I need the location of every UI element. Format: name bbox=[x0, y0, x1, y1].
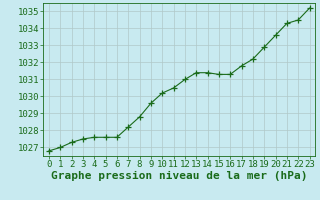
X-axis label: Graphe pression niveau de la mer (hPa): Graphe pression niveau de la mer (hPa) bbox=[51, 171, 308, 181]
